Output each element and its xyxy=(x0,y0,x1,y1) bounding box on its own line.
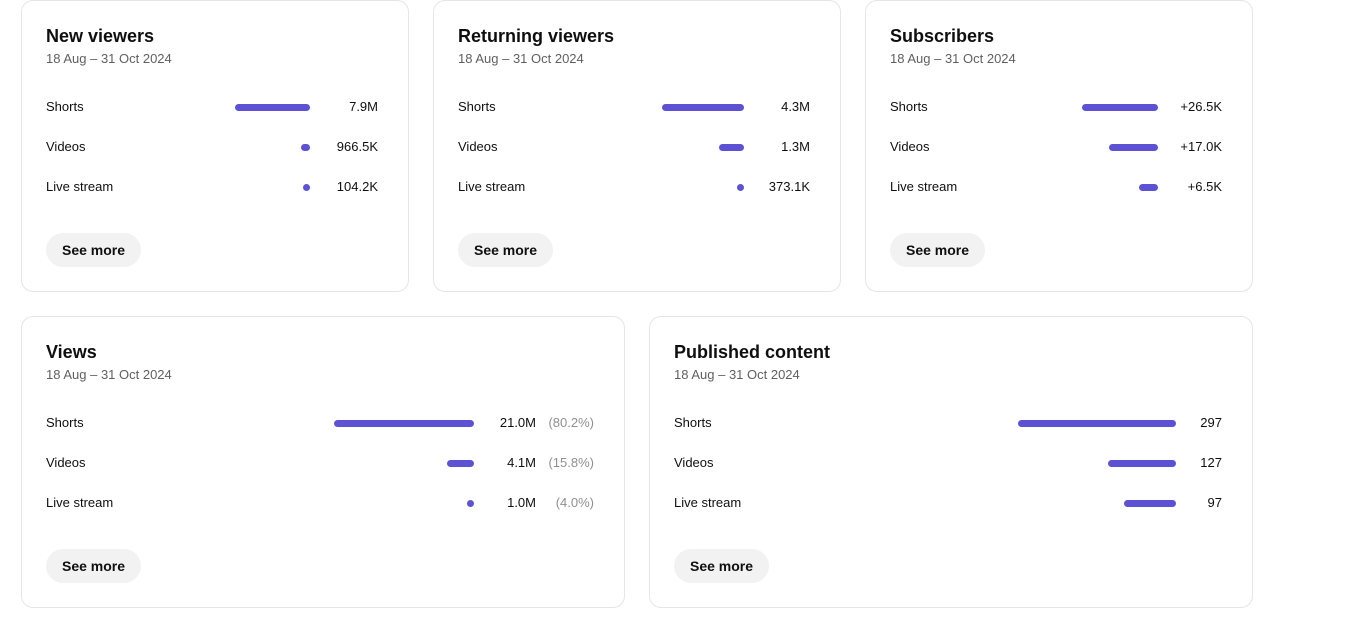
metric-row-live-stream: Live stream +6.5K xyxy=(890,178,1222,196)
metric-value: 97 xyxy=(1207,495,1222,510)
metric-bar xyxy=(334,420,474,427)
metric-label: Live stream xyxy=(890,179,958,194)
metric-bar xyxy=(1082,104,1158,111)
metric-label: Shorts xyxy=(458,99,496,114)
date-range: 18 Aug – 31 Oct 2024 xyxy=(890,51,1016,66)
metric-label: Videos xyxy=(46,139,86,154)
metric-label: Videos xyxy=(458,139,498,154)
card-title: Subscribers xyxy=(890,26,995,46)
metric-label: Videos xyxy=(890,139,930,154)
metric-bar xyxy=(737,184,744,191)
metric-bar xyxy=(1139,184,1158,191)
metric-row-shorts: Shorts 297 xyxy=(674,414,1222,432)
metric-row-shorts: Shorts (80.2%) 21.0M xyxy=(46,414,594,432)
card-title: New viewers xyxy=(46,26,155,46)
metric-value: 104.2K xyxy=(336,179,378,194)
metric-label: Videos xyxy=(674,455,714,470)
published-content-card: Published content 18 Aug – 31 Oct 2024 Sho… xyxy=(649,316,1253,608)
date-range: 18 Aug – 31 Oct 2024 xyxy=(46,51,172,66)
metric-value: 1.3M xyxy=(781,139,810,154)
metric-percent: (80.2%) xyxy=(548,415,594,430)
see-more-button[interactable]: See more xyxy=(890,233,986,267)
metric-value: 1.0M xyxy=(507,495,536,510)
metric-row-videos: Videos (15.8%) 4.1M xyxy=(46,454,594,472)
metric-bar xyxy=(1124,500,1176,507)
metric-bar xyxy=(1108,460,1176,467)
metric-value: +17.0K xyxy=(1180,139,1222,154)
metric-label: Shorts xyxy=(46,415,84,430)
see-more-button[interactable]: See more xyxy=(458,233,554,267)
metric-row-shorts: Shorts 4.3M xyxy=(458,98,810,116)
metric-bar xyxy=(1018,420,1176,427)
metric-value: 373.1K xyxy=(768,179,810,194)
metric-bar xyxy=(719,144,744,151)
metric-value: 21.0M xyxy=(499,415,536,430)
metric-value: 4.3M xyxy=(781,99,810,114)
card-title: Views xyxy=(46,342,97,362)
card-title: Returning viewers xyxy=(458,26,615,46)
see-more-button[interactable]: See more xyxy=(674,549,770,583)
metric-value: 4.1M xyxy=(507,455,536,470)
metric-bar xyxy=(1109,144,1158,151)
metric-label: Live stream xyxy=(458,179,526,194)
metric-bar xyxy=(662,104,744,111)
metric-label: Live stream xyxy=(674,495,742,510)
metric-label: Live stream xyxy=(46,495,114,510)
metric-value: +6.5K xyxy=(1187,179,1222,194)
metric-value: 7.9M xyxy=(349,99,378,114)
metric-label: Shorts xyxy=(674,415,712,430)
new-viewers-card: New viewers 18 Aug – 31 Oct 2024 Shorts 7.9… xyxy=(21,0,409,292)
metric-label: Live stream xyxy=(46,179,114,194)
views-card: Views 18 Aug – 31 Oct 2024 Shorts (80.2%) 21… xyxy=(21,316,625,608)
see-more-button[interactable]: See more xyxy=(46,549,142,583)
metric-row-videos: Videos 1.3M xyxy=(458,138,810,156)
date-range: 18 Aug – 31 Oct 2024 xyxy=(46,367,172,382)
metric-bar xyxy=(303,184,310,191)
date-range: 18 Aug – 31 Oct 2024 xyxy=(458,51,584,66)
metric-label: Shorts xyxy=(46,99,84,114)
subscribers-card: Subscribers 18 Aug – 31 Oct 2024 Shorts +26… xyxy=(865,0,1253,292)
metric-value: 966.5K xyxy=(336,139,378,154)
metric-percent: (15.8%) xyxy=(548,455,594,470)
metric-bar xyxy=(235,104,310,111)
metric-row-videos: Videos 127 xyxy=(674,454,1222,472)
metric-row-live-stream: Live stream 104.2K xyxy=(46,178,378,196)
metric-bar xyxy=(467,500,474,507)
card-title: Published content xyxy=(674,342,831,362)
metric-row-live-stream: Live stream 373.1K xyxy=(458,178,810,196)
metric-label: Videos xyxy=(46,455,86,470)
metric-value: 127 xyxy=(1200,455,1222,470)
returning-viewers-card: Returning viewers 18 Aug – 31 Oct 2024 Sho… xyxy=(433,0,841,292)
metric-row-videos: Videos 966.5K xyxy=(46,138,378,156)
metric-percent: (4.0%) xyxy=(555,495,594,510)
see-more-button[interactable]: See more xyxy=(46,233,142,267)
metric-row-shorts: Shorts 7.9M xyxy=(46,98,378,116)
metric-row-shorts: Shorts +26.5K xyxy=(890,98,1222,116)
metric-label: Shorts xyxy=(890,99,928,114)
metric-bar xyxy=(447,460,474,467)
metric-row-videos: Videos +17.0K xyxy=(890,138,1222,156)
metric-value: +26.5K xyxy=(1180,99,1222,114)
metric-row-live-stream: Live stream 97 xyxy=(674,494,1222,512)
metric-value: 297 xyxy=(1200,415,1222,430)
date-range: 18 Aug – 31 Oct 2024 xyxy=(674,367,800,382)
metric-bar xyxy=(301,144,310,151)
metric-row-live-stream: Live stream (4.0%) 1.0M xyxy=(46,494,594,512)
